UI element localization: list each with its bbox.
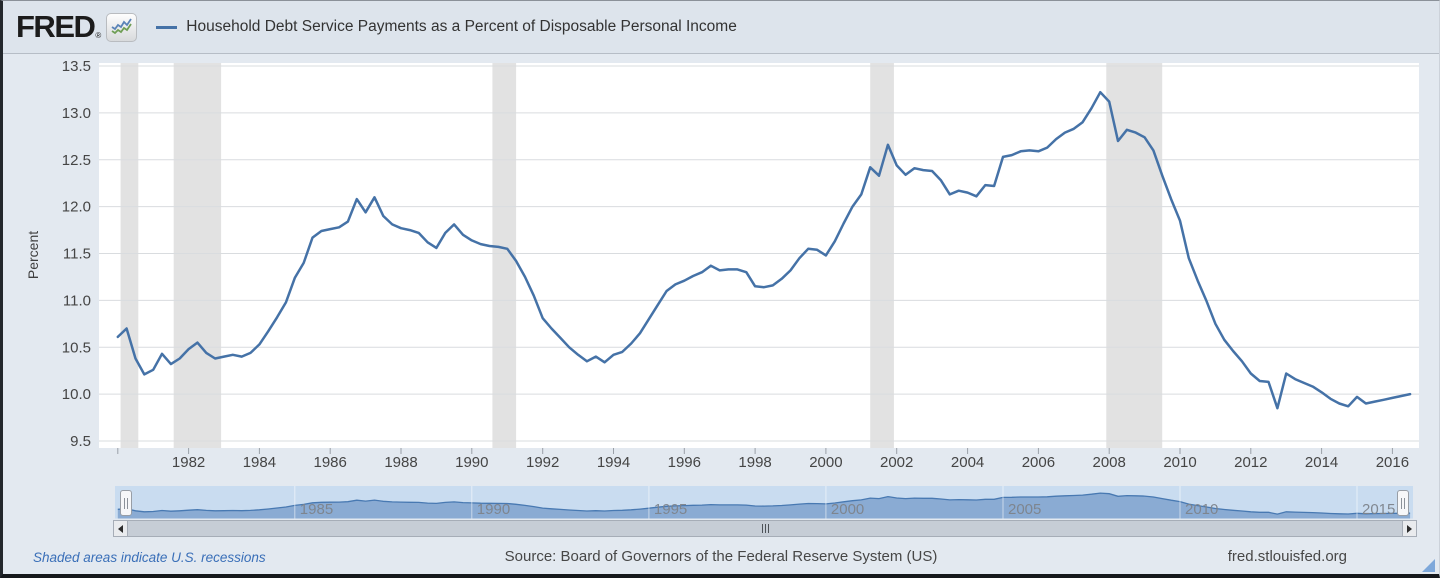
navigator-year-label: 2010: [1185, 501, 1218, 518]
y-tick-label: 13.0: [62, 105, 91, 122]
navigator-area: [117, 493, 1411, 519]
scrollbar-right-arrow[interactable]: [1402, 521, 1416, 536]
source-note: Source: Board of Governors of the Federa…: [504, 548, 938, 565]
navigator-year-label: 2015: [1362, 501, 1395, 518]
navigator-year-label: 1995: [654, 501, 687, 518]
x-tick-label: 1990: [455, 454, 488, 471]
x-tick-label: 2014: [1305, 454, 1338, 471]
x-tick-label: 1992: [526, 454, 559, 471]
registered-mark: ®: [95, 31, 102, 40]
y-tick-label: 11.5: [63, 246, 91, 263]
recession-band: [870, 63, 894, 448]
site-url: fred.stlouisfed.org: [1227, 548, 1347, 565]
navigator-line: [117, 492, 1411, 515]
legend-series-label: Household Debt Service Payments as a Per…: [186, 18, 737, 35]
navigator-year-label: 2000: [831, 501, 864, 518]
x-tick-label: 1982: [172, 454, 205, 471]
x-tick-label: 2000: [809, 454, 842, 471]
x-tick-label: 1988: [384, 454, 417, 471]
right-arrow-icon: [1407, 524, 1412, 533]
y-tick-label: 9.5: [70, 433, 91, 450]
y-tick-label: 11.0: [63, 292, 91, 309]
x-tick-label: 2016: [1376, 454, 1409, 471]
series-line-household-debt-service[interactable]: [116, 90, 1412, 410]
x-tick-label: 2004: [951, 454, 984, 471]
x-tick-label: 1996: [668, 454, 701, 471]
x-tick-label: 1994: [597, 454, 630, 471]
x-tick-label: 2006: [1022, 454, 1055, 471]
plot-area[interactable]: [99, 63, 1419, 448]
navigator-scrollbar: [113, 520, 1417, 537]
x-tick-label: 2010: [1163, 454, 1196, 471]
fred-logo-chart-icon: [106, 12, 138, 42]
resize-corner-icon: [1422, 559, 1435, 572]
navigator-right-handle[interactable]: [1397, 490, 1409, 516]
x-tick-label: 1984: [243, 454, 276, 471]
scrollbar-thumb[interactable]: [128, 521, 1402, 536]
left-arrow-icon: [118, 524, 123, 533]
fred-logo-text: FRED: [16, 9, 96, 44]
main-chart[interactable]: 13.5 13.0 12.5 12.0 11.5 11.0 10.5 10.0 9.5 1982 1…: [3, 55, 1440, 481]
x-tick-label: 1998: [738, 454, 771, 471]
x-tick-label: 1986: [314, 454, 347, 471]
scrollbar-left-arrow[interactable]: [114, 521, 128, 536]
recession-band: [492, 63, 517, 448]
recession-band: [120, 63, 139, 448]
y-tick-label: 12.5: [62, 152, 91, 169]
navigator-year-label: 1990: [477, 501, 510, 518]
fred-logo[interactable]: FRED ®: [3, 9, 102, 44]
legend-line-sample-icon: [156, 25, 178, 29]
navigator-chart[interactable]: 1985 1990 1995 2000 2005 2010 2015: [3, 481, 1440, 519]
navigator-year-label: 1985: [300, 501, 333, 518]
y-tick-label: 13.5: [62, 58, 91, 75]
recession-note: Shaded areas indicate U.S. recessions: [33, 550, 266, 565]
x-tick-label: 2012: [1234, 454, 1267, 471]
graph-header: FRED ® Household Debt Service Payments a…: [3, 1, 1439, 54]
x-tick-label: 2008: [1093, 454, 1126, 471]
navigator-left-handle[interactable]: [120, 490, 132, 516]
x-tick-label: 2002: [880, 454, 913, 471]
navigator-year-label: 2005: [1008, 501, 1041, 518]
y-tick-label: 10.5: [62, 339, 91, 356]
y-tick-label: 10.0: [62, 386, 91, 403]
graph-footer: Source: Board of Governors of the Federa…: [3, 547, 1439, 571]
y-tick-label: 12.0: [62, 199, 91, 216]
recession-band: [173, 63, 222, 448]
